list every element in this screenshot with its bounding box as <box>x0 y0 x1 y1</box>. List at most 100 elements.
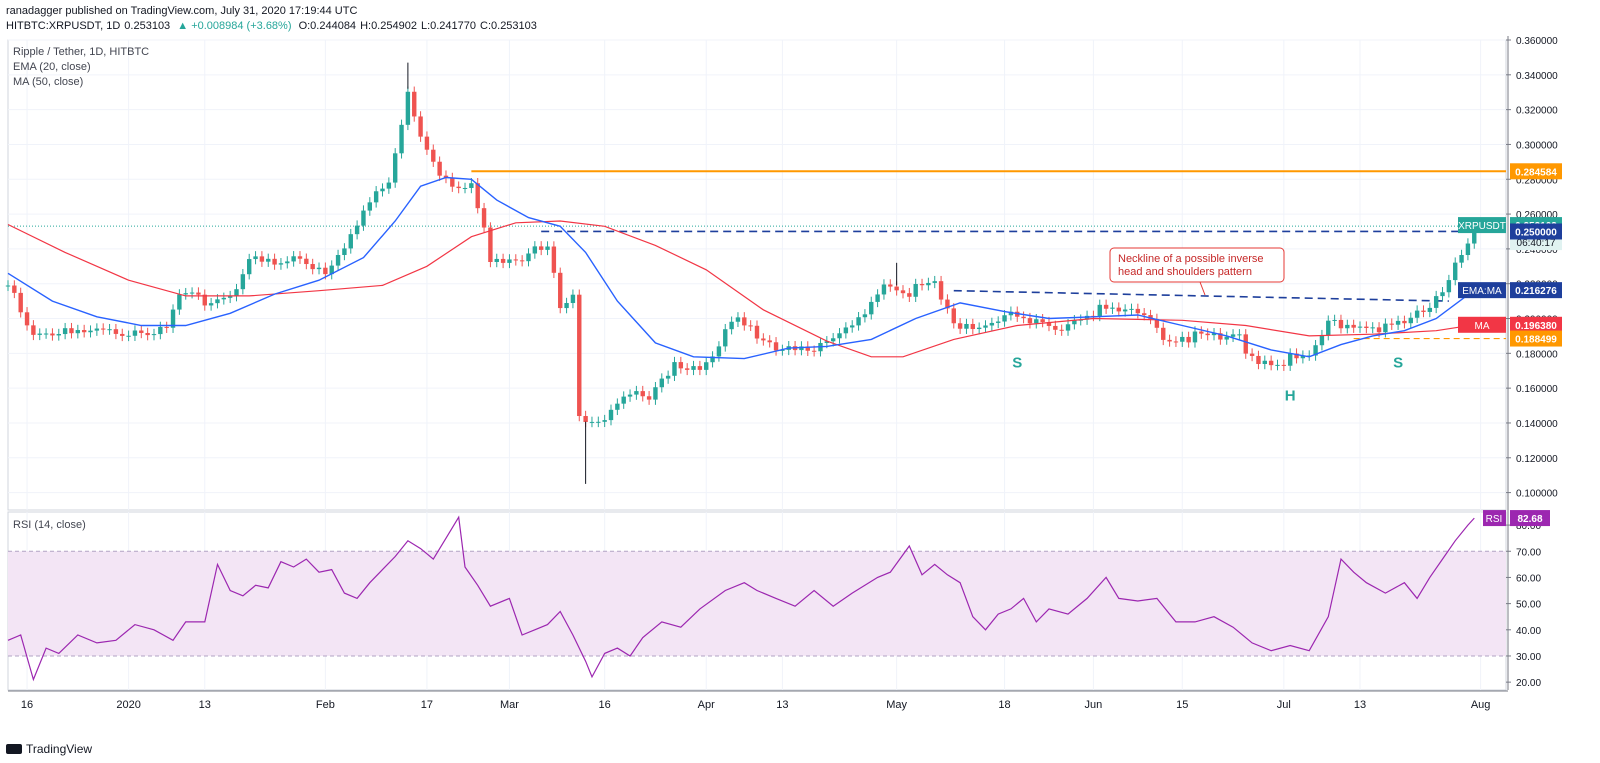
candle-body <box>272 258 277 265</box>
candle-body <box>570 294 576 304</box>
candle-body <box>1326 320 1331 336</box>
candle-body <box>494 258 499 262</box>
candle-body <box>691 366 696 370</box>
price-legend: Ripple / Tether, 1D, HITBTC EMA (20, clo… <box>13 45 149 90</box>
annotation-line-1: Neckline of a possible inverse <box>1118 253 1264 265</box>
x-tick-label: 13 <box>199 699 211 711</box>
candle-body <box>608 409 614 421</box>
candle-body <box>621 396 626 404</box>
high-value: H:0.254902 <box>360 20 417 32</box>
candle-body <box>532 246 538 254</box>
ohlc-row: HITBTC:XRPUSDT, 1D 0.253103 ▲ +0.008984 (… <box>6 19 541 34</box>
candle-body <box>253 256 258 260</box>
y-tick-label: 0.100000 <box>1516 489 1558 500</box>
candle-body <box>456 186 461 189</box>
breakout-tag-bg <box>1510 223 1562 240</box>
rsi-y-tick-label: 50.00 <box>1516 600 1541 611</box>
candle-body <box>234 289 239 297</box>
candle-body <box>627 394 633 397</box>
candle-body <box>1300 355 1306 359</box>
candle-body <box>1465 243 1471 256</box>
candle-body <box>723 329 728 347</box>
y-tick-label: 0.180000 <box>1516 349 1558 360</box>
candle-body <box>1097 304 1102 316</box>
candle-body <box>1224 336 1229 340</box>
candle-body <box>5 285 11 287</box>
candle-body <box>742 317 747 326</box>
candle-body <box>907 293 912 297</box>
candle-body <box>1046 322 1052 326</box>
candle-body <box>1186 336 1191 343</box>
candle-body <box>875 294 880 302</box>
ema-line <box>7 176 1475 360</box>
candle-body <box>704 362 709 370</box>
candle-body <box>684 368 690 370</box>
x-tick-label: 16 <box>599 699 611 711</box>
candle-body <box>1065 324 1071 331</box>
resistance-tag-bg <box>1510 163 1562 180</box>
candle-body <box>1408 317 1413 324</box>
x-tick-label: Apr <box>698 699 715 711</box>
candle-body <box>227 296 233 298</box>
candle-body <box>659 378 664 388</box>
candle-body <box>900 290 906 294</box>
rsi-y-tick-label: 30.00 <box>1516 652 1541 663</box>
candle-body <box>526 253 531 262</box>
candle-body <box>1116 307 1122 312</box>
pattern-label-s: S <box>1393 354 1403 371</box>
candle-body <box>335 254 341 266</box>
x-tick-label: 13 <box>1354 699 1366 711</box>
candle-body <box>1313 345 1318 356</box>
candle-body <box>1192 331 1198 343</box>
resistance-tag: 0.284584 <box>1515 167 1557 178</box>
candle-body <box>310 264 315 270</box>
x-tick-label: Feb <box>316 699 335 711</box>
candle-body <box>507 259 512 263</box>
candle-body <box>799 346 804 351</box>
candle-body <box>970 323 976 330</box>
candle-body <box>894 286 899 291</box>
candle-body <box>615 403 620 410</box>
x-tick-label: 17 <box>421 699 433 711</box>
candle-body <box>976 327 982 330</box>
last-price-tag-name-bg <box>1458 217 1506 234</box>
candle-body <box>1084 315 1090 320</box>
candle-body <box>1440 292 1445 297</box>
candle-body <box>646 396 652 400</box>
candle-body <box>1383 323 1388 333</box>
candle-body <box>640 391 645 397</box>
y-tick-label: 0.280000 <box>1516 175 1558 186</box>
candle-body <box>1199 331 1204 334</box>
candle-body <box>297 256 303 259</box>
candle-body <box>989 322 995 326</box>
x-tick-label: Jul <box>1277 699 1291 711</box>
candle-body <box>951 308 956 324</box>
rsi-y-tick-label: 80.00 <box>1516 521 1541 532</box>
rsi-legend: RSI (14, close) <box>13 518 86 533</box>
candle-body <box>12 285 17 293</box>
candle-body <box>151 334 157 336</box>
candle-body <box>88 330 93 333</box>
candle-body <box>215 299 220 304</box>
tradingview-logo[interactable]: TradingView <box>6 742 92 756</box>
candle-body <box>1319 335 1325 346</box>
candle-body <box>665 375 671 379</box>
y-tick-label: 0.260000 <box>1516 210 1558 221</box>
x-tick-label: 13 <box>776 699 788 711</box>
x-tick-label: Mar <box>500 699 519 711</box>
candle-body <box>1180 336 1185 342</box>
last-price: 0.253103 <box>124 20 171 32</box>
ma-tag-name-bg <box>1458 316 1506 333</box>
x-tick-label: 18 <box>998 699 1010 711</box>
candle-body <box>773 342 779 351</box>
candle-body <box>1211 333 1217 336</box>
open-value: O:0.244084 <box>298 20 357 32</box>
candle-body <box>164 326 169 328</box>
candle-body <box>1059 329 1064 331</box>
candle-body <box>183 293 188 295</box>
y-tick-label: 0.240000 <box>1516 245 1558 256</box>
candle-body <box>1256 355 1261 364</box>
annotation-pointer <box>1199 281 1206 296</box>
pattern-label-s: S <box>1012 354 1022 371</box>
